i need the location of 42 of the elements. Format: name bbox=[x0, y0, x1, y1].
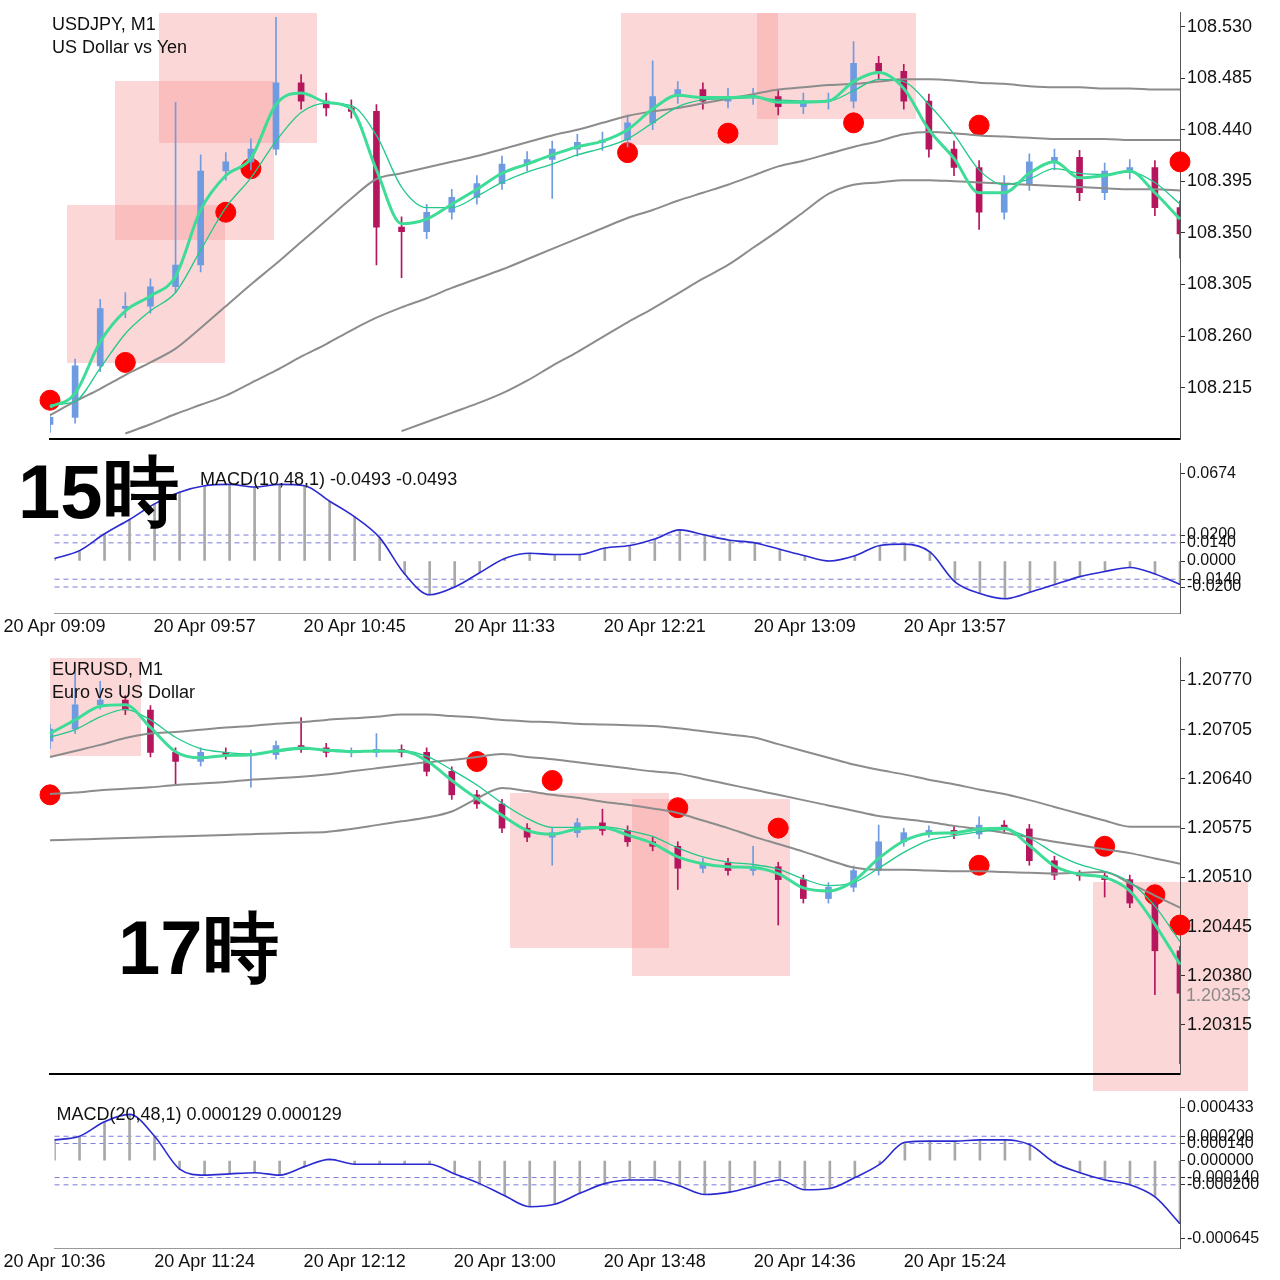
y-tick-label: 108.440 bbox=[1187, 118, 1253, 139]
x-tick-label: 20 Apr 11:33 bbox=[454, 615, 556, 636]
x-tick-label: 20 Apr 11:24 bbox=[154, 1250, 255, 1271]
x-tick-label: 20 Apr 10:36 bbox=[3, 1250, 106, 1271]
x-tick-label: 20 Apr 09:09 bbox=[3, 615, 106, 636]
y-tick-label: 108.260 bbox=[1187, 325, 1253, 346]
y-tick-label: 1.20315 bbox=[1187, 1013, 1253, 1034]
x-tick-label: 20 Apr 14:36 bbox=[753, 1250, 856, 1271]
chart-title: USDJPY, M1 bbox=[52, 13, 156, 34]
y-tick-label: 108.530 bbox=[1187, 15, 1253, 36]
y-tick-label: 0.0000 bbox=[1187, 551, 1237, 569]
y-tick-label: 1.20640 bbox=[1187, 767, 1253, 788]
annotation: 15時 bbox=[18, 449, 179, 534]
chart-title: EURUSD, M1 bbox=[52, 658, 164, 679]
x-tick-label: 20 Apr 13:57 bbox=[903, 615, 1006, 636]
x-tick-label: 20 Apr 15:24 bbox=[903, 1250, 1006, 1271]
y-tick-label: -0.000645 bbox=[1187, 1229, 1260, 1247]
y-tick-label: 0.000000 bbox=[1187, 1150, 1254, 1168]
annotation: 17時 bbox=[118, 905, 279, 990]
y-tick-label: 1.20770 bbox=[1187, 669, 1253, 690]
x-tick-label: 20 Apr 10:45 bbox=[303, 615, 406, 636]
y-tick-label: 108.215 bbox=[1187, 376, 1253, 397]
x-tick-label: 20 Apr 13:00 bbox=[453, 1250, 556, 1271]
text: 1.20353 bbox=[1186, 985, 1252, 1006]
chart-title: MACD(20,48,1) 0.000129 0.000129 bbox=[56, 1102, 342, 1126]
x-tick-label: 20 Apr 09:57 bbox=[153, 615, 256, 636]
y-tick-label: 1.20575 bbox=[1187, 817, 1253, 838]
y-tick-label: 108.485 bbox=[1187, 67, 1253, 88]
y-tick-label: 108.395 bbox=[1187, 170, 1253, 191]
x-tick-label: 20 Apr 13:09 bbox=[753, 615, 856, 636]
y-tick-label: 1.20705 bbox=[1187, 718, 1253, 739]
x-tick-label: 20 Apr 12:21 bbox=[603, 615, 706, 636]
x-tick-label: 20 Apr 13:48 bbox=[603, 1250, 706, 1271]
y-tick-label: 108.350 bbox=[1187, 221, 1253, 242]
y-tick-label: 1.20380 bbox=[1187, 964, 1253, 985]
x-tick-label: 20 Apr 12:12 bbox=[303, 1250, 406, 1271]
y-tick-label: 0.0674 bbox=[1187, 463, 1237, 481]
y-tick-label: 1.20510 bbox=[1187, 866, 1253, 887]
y-tick-label: 108.305 bbox=[1187, 273, 1253, 294]
y-tick-label: 0.000433 bbox=[1187, 1098, 1254, 1116]
text: US Dollar vs Yen bbox=[52, 36, 188, 57]
chart-title: MACD(10,48,1) -0.0493 -0.0493 bbox=[200, 467, 458, 491]
